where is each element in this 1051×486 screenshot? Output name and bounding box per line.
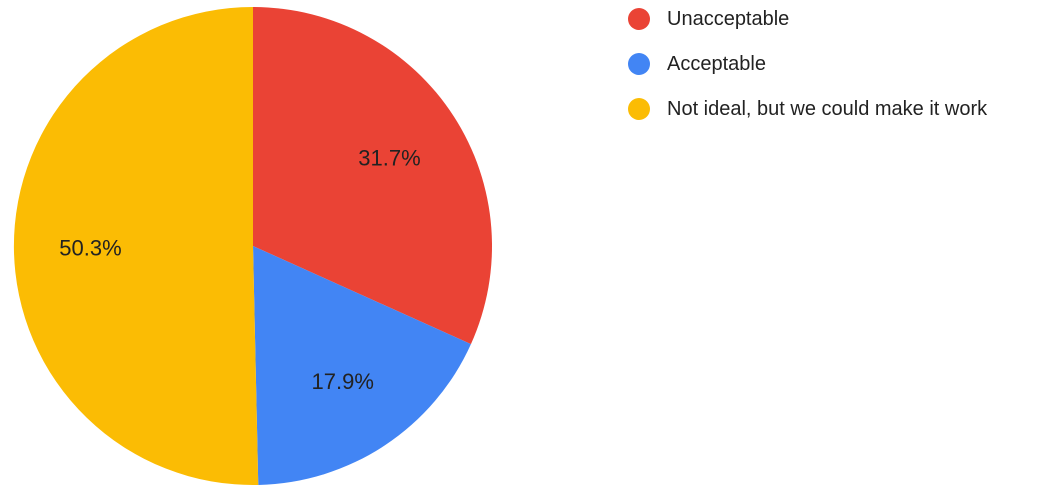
pie-slice-label-2: 50.3% [59, 235, 121, 260]
pie-slice-label-0: 31.7% [358, 145, 420, 170]
legend-swatch-icon [628, 98, 650, 120]
legend-label: Unacceptable [667, 7, 790, 30]
pie-slice-0 [253, 7, 493, 345]
legend-swatch-icon [628, 53, 650, 75]
legend-label: Acceptable [667, 52, 766, 75]
pie-slice-2 [13, 6, 259, 485]
legend: Unacceptable Acceptable Not ideal, but we … [628, 7, 987, 142]
pie-slice-label-1: 17.9% [312, 369, 374, 394]
pie-slice-1 [253, 246, 471, 485]
legend-item-0: Unacceptable [628, 7, 987, 31]
legend-swatch-icon [628, 8, 650, 30]
legend-item-2: Not ideal, but we could make it work [628, 97, 987, 121]
legend-item-1: Acceptable [628, 52, 987, 76]
legend-label: Not ideal, but we could make it work [667, 97, 988, 120]
pie-slices [13, 6, 493, 485]
pie-slice-labels: 31.7% 17.9% 50.3% [59, 145, 420, 394]
